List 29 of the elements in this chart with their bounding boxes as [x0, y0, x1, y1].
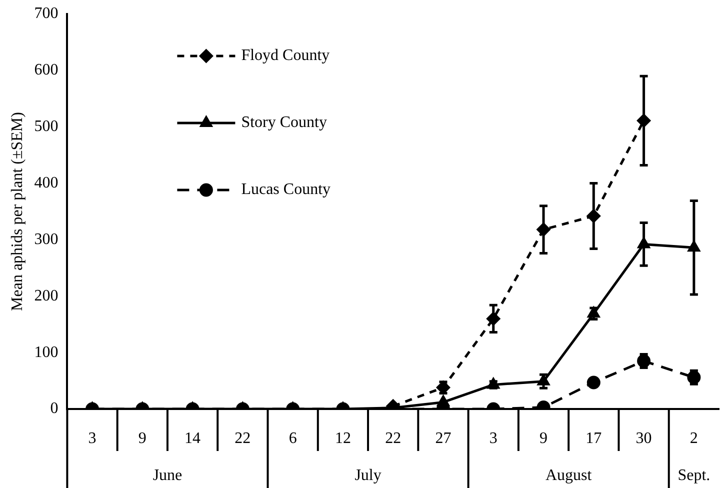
text: July: [354, 467, 382, 484]
x-tick-label: 14: [184, 430, 201, 447]
x-tick-label: 3: [489, 430, 498, 447]
y-tick-label: 200: [34, 287, 58, 304]
x-tick-label: 3: [88, 430, 96, 447]
x-tick-label: 2: [690, 430, 698, 447]
y-tick-label: 700: [34, 5, 58, 22]
x-tick-label: 9: [138, 430, 146, 447]
y-tick-label: 600: [34, 62, 58, 79]
x-tick-label: 9: [540, 430, 548, 447]
x-tick-label: 27: [435, 430, 452, 447]
x-tick-label: 22: [385, 430, 402, 447]
y-tick-label: 500: [34, 118, 58, 136]
y-tick-label: 0: [50, 400, 58, 418]
x-tick-label: 17: [586, 430, 602, 447]
legend-label: Story County: [241, 114, 327, 132]
text: June: [152, 467, 182, 484]
legend-label: Floyd County: [241, 47, 330, 64]
y-tick-label: 100: [34, 344, 58, 361]
text: August: [545, 467, 592, 484]
text: Sept.: [678, 467, 710, 484]
x-tick-label: 22: [234, 430, 251, 447]
x-tick-label: 12: [334, 430, 351, 447]
x-tick-label: 6: [288, 430, 297, 447]
x-tick-label: 30: [636, 430, 652, 447]
y-tick-label: 400: [34, 174, 58, 192]
y-axis-title: Mean aphids per plant (±SEM): [8, 112, 26, 311]
y-tick-label: 300: [34, 230, 58, 248]
legend-label: Lucas County: [241, 181, 331, 198]
